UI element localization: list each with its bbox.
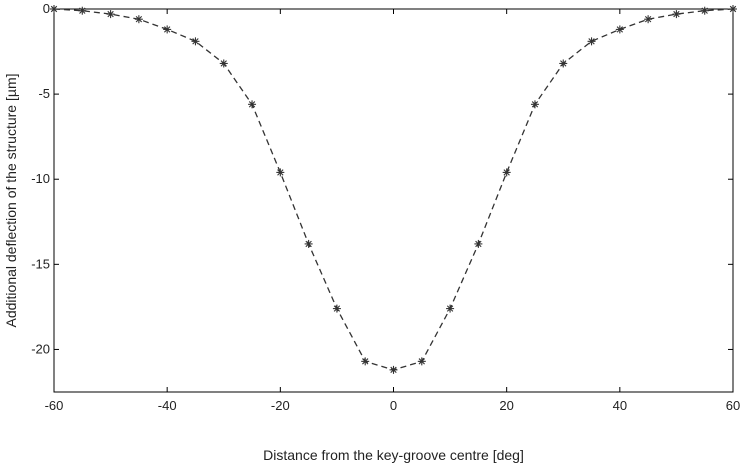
data-point <box>191 37 200 46</box>
y-tick-label: -20 <box>31 341 50 356</box>
data-point <box>502 168 511 177</box>
series-layer <box>50 5 737 374</box>
data-point <box>134 15 143 24</box>
x-tick-label: -40 <box>158 398 177 413</box>
data-point <box>559 59 568 68</box>
data-point <box>672 10 681 19</box>
data-point <box>417 357 426 366</box>
x-axis-label: Distance from the key-groove centre [deg… <box>263 447 524 463</box>
data-point <box>78 6 87 15</box>
y-tick-label: -10 <box>31 171 50 186</box>
tick-labels: -60 -40 -20 0 20 40 60 0 -5 -10 -15 -20 <box>31 1 740 413</box>
plot-frame <box>53 8 734 393</box>
data-point <box>304 239 313 248</box>
y-axis-label: Additional deflection of the structure [… <box>3 74 19 328</box>
data-point <box>361 357 370 366</box>
data-point <box>276 168 285 177</box>
x-tick-label: 20 <box>499 398 513 413</box>
x-tick-label: -60 <box>45 398 64 413</box>
data-point <box>219 59 228 68</box>
data-point <box>615 25 624 34</box>
data-point <box>700 6 709 15</box>
data-point <box>474 239 483 248</box>
data-point <box>446 304 455 313</box>
data-point <box>50 5 58 13</box>
y-tick-label: 0 <box>43 1 50 16</box>
x-tick-label: 0 <box>390 398 397 413</box>
y-tick-label: -5 <box>38 86 50 101</box>
x-tick-label: -20 <box>271 398 290 413</box>
x-tick-label: 60 <box>726 398 740 413</box>
data-point <box>530 100 539 109</box>
y-tick-label: -15 <box>31 256 50 271</box>
data-point <box>163 25 172 34</box>
data-point <box>248 100 257 109</box>
data-point <box>644 15 653 24</box>
x-tick-label: 40 <box>613 398 627 413</box>
axes <box>53 8 734 393</box>
data-point <box>729 5 737 13</box>
data-point <box>587 37 596 46</box>
data-point <box>389 365 398 374</box>
data-point <box>332 304 341 313</box>
data-point <box>106 10 115 19</box>
